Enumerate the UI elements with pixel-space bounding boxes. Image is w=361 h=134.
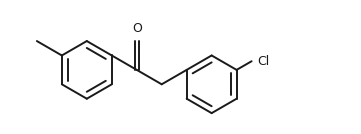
Text: O: O [132, 22, 142, 35]
Text: Cl: Cl [257, 55, 269, 68]
